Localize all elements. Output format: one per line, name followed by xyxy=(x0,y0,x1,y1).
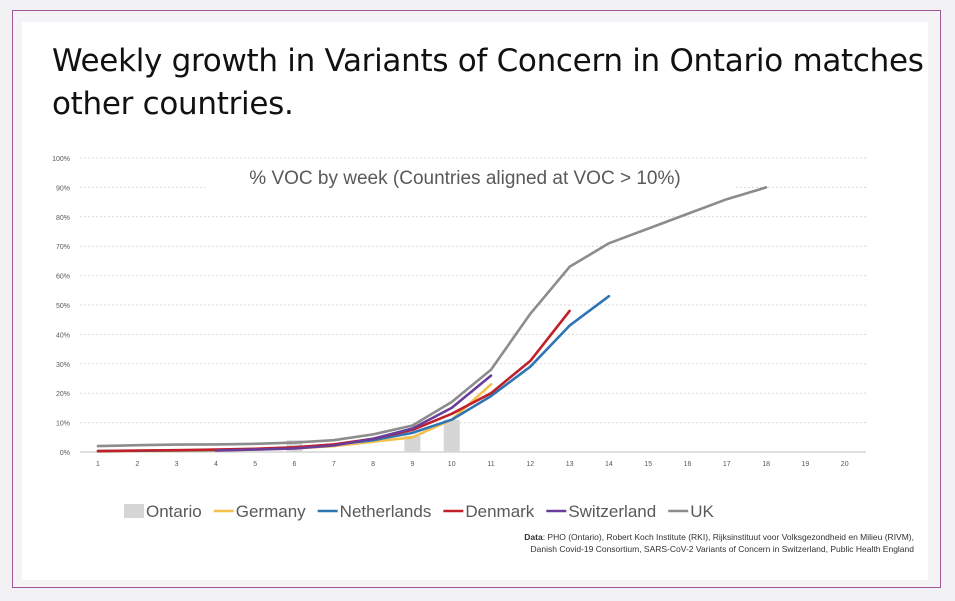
x-tick-label: 1 xyxy=(96,461,100,468)
y-tick-label: 40% xyxy=(56,332,70,339)
legend-label-ontario: Ontario xyxy=(146,502,202,521)
x-tick-label: 2 xyxy=(135,461,139,468)
y-tick-label: 100% xyxy=(52,156,70,163)
series-line-netherlands xyxy=(96,294,611,453)
data-source-line-2: Danish Covid-19 Consortium, SARS-CoV-2 V… xyxy=(530,544,914,554)
series-line-uk xyxy=(96,186,768,448)
x-tick-label: 8 xyxy=(371,461,375,468)
legend-label-denmark: Denmark xyxy=(465,502,534,521)
legend-label-netherlands: Netherlands xyxy=(340,502,432,521)
x-tick-label: 13 xyxy=(566,461,574,468)
legend-label-switzerland: Switzerland xyxy=(568,502,656,521)
x-axis-ticks: 1 2 3 4 5 6 7 8 9 10 11 12 13 14 15 16 17 18 19 20 xyxy=(96,461,849,468)
x-tick-label: 17 xyxy=(723,461,731,468)
chart-title-backdrop xyxy=(205,162,735,192)
legend-label-uk: UK xyxy=(690,502,714,521)
y-tick-label: 20% xyxy=(56,391,70,398)
y-tick-label: 10% xyxy=(56,421,70,428)
y-tick-label: 80% xyxy=(56,215,70,222)
x-tick-label: 10 xyxy=(448,461,456,468)
legend-swatch-ontario xyxy=(124,504,144,518)
x-tick-label: 18 xyxy=(762,461,770,468)
data-source-label: Data xyxy=(524,532,543,542)
data-source-text-1: : PHO (Ontario), Robert Koch Institute (… xyxy=(542,532,914,542)
x-tick-label: 11 xyxy=(487,461,494,468)
y-tick-label: 30% xyxy=(56,362,70,369)
ontario-bar-week-10 xyxy=(443,419,460,452)
x-tick-label: 15 xyxy=(644,461,652,468)
slide-canvas xyxy=(22,22,928,580)
x-tick-label: 6 xyxy=(293,461,297,468)
series-lines xyxy=(96,186,768,453)
chart-title: % VOC by week (Countries aligned at VOC … xyxy=(249,168,680,189)
x-tick-label: 4 xyxy=(214,461,218,468)
x-tick-label: 19 xyxy=(802,461,810,468)
x-tick-label: 16 xyxy=(684,461,692,468)
y-tick-label: 50% xyxy=(56,303,70,310)
series-line-switzerland xyxy=(214,374,493,452)
x-tick-label: 3 xyxy=(175,461,179,468)
ontario-bar-week-9 xyxy=(404,435,421,452)
chart-legend: Ontario Germany Netherlands Denmark Switzerl… xyxy=(124,502,714,521)
x-tick-label: 9 xyxy=(410,461,414,468)
x-tick-label: 20 xyxy=(841,461,849,468)
y-axis-ticks: 0% 10% 20% 30% 40% 50% 60% 70% 80% 90% 100% xyxy=(52,156,70,457)
series-line-denmark xyxy=(96,309,571,453)
x-tick-label: 7 xyxy=(332,461,336,468)
y-tick-label: 60% xyxy=(56,274,70,281)
legend-label-germany: Germany xyxy=(236,502,306,521)
data-source-note: Data: PHO (Ontario), Robert Koch Institu… xyxy=(420,531,914,555)
y-tick-label: 70% xyxy=(56,244,70,251)
y-tick-label: 0% xyxy=(60,450,70,457)
chart-gridlines xyxy=(80,157,866,453)
slide-title: Weekly growth in Variants of Concern in … xyxy=(52,43,924,122)
x-tick-label: 12 xyxy=(526,461,534,468)
x-tick-label: 14 xyxy=(605,461,613,468)
data-source-line-1: Data: PHO (Ontario), Robert Koch Institu… xyxy=(420,531,914,543)
x-tick-label: 5 xyxy=(253,461,257,468)
y-tick-label: 90% xyxy=(56,185,70,192)
